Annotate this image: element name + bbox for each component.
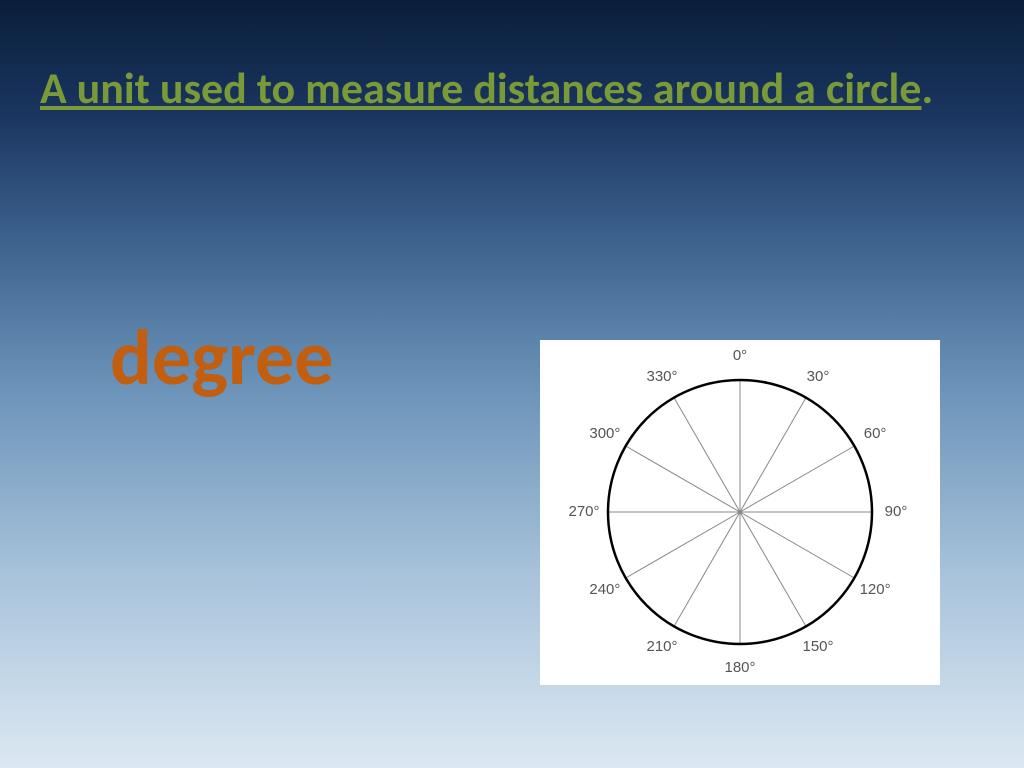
svg-text:90°: 90° xyxy=(885,503,908,520)
title-suffix: . xyxy=(921,61,933,115)
term-text: degree xyxy=(110,310,334,405)
svg-text:0°: 0° xyxy=(733,347,747,364)
svg-text:210°: 210° xyxy=(646,638,677,655)
slide-title: A unit used to measure distances around … xyxy=(40,60,984,117)
svg-text:240°: 240° xyxy=(589,581,620,598)
svg-text:30°: 30° xyxy=(807,368,830,385)
svg-text:330°: 330° xyxy=(646,368,677,385)
svg-text:60°: 60° xyxy=(864,425,887,442)
svg-text:300°: 300° xyxy=(589,425,620,442)
svg-text:120°: 120° xyxy=(860,581,891,598)
degree-circle-diagram: 0° 30° 60° 90° 120° 150° 180° 210° 240° 270° 300° 3… xyxy=(540,340,940,685)
svg-text:150°: 150° xyxy=(802,638,833,655)
degree-circle-svg: 0° 30° 60° 90° 120° 150° 180° 210° 240° 270° 300° 3… xyxy=(540,340,940,685)
svg-text:180°: 180° xyxy=(724,659,755,676)
title-text-underlined: A unit used to measure distances around … xyxy=(40,61,921,115)
svg-text:270°: 270° xyxy=(568,503,599,520)
